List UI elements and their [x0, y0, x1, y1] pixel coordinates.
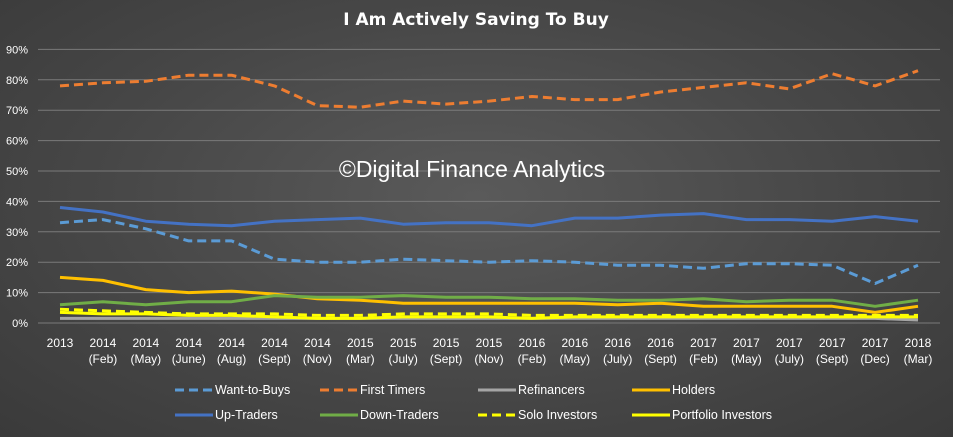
series-line	[59, 310, 918, 320]
x-tick-label: (May)	[731, 352, 762, 366]
x-tick-label: 2018	[905, 336, 932, 350]
gridlines	[38, 48, 940, 324]
y-axis: 0% 10% 20% 30% 40% 50% 60% 70% 80% 90%	[6, 44, 28, 330]
x-tick-label: 2014	[304, 336, 331, 350]
x-tick-label: 2016	[561, 336, 588, 350]
x-tick-label: (Feb)	[689, 352, 718, 366]
x-tick-label: 2017	[819, 336, 846, 350]
y-tick-label: 10%	[6, 288, 28, 300]
x-tick-label: (Mar)	[346, 352, 375, 366]
x-tick-label: (June)	[172, 352, 206, 366]
x-tick-label: (Nov)	[474, 352, 503, 366]
series-line	[60, 316, 919, 322]
x-tick-label: 2016	[519, 336, 546, 350]
x-tick-label: (May)	[559, 352, 590, 366]
x-tick-label: (Sept)	[644, 352, 677, 366]
x-tick-label: (July)	[389, 352, 418, 366]
legend: Want-to-Buys First Timers Refinancers Holde…	[175, 383, 772, 422]
x-tick-label: (Feb)	[518, 352, 547, 366]
legend-label: Want-to-Buys	[215, 383, 290, 397]
legend-label: Holders	[672, 383, 715, 397]
x-tick-label: (July)	[775, 352, 804, 366]
y-tick-label: 20%	[6, 257, 28, 269]
x-tick-label: (May)	[130, 352, 161, 366]
x-tick-label: 2014	[90, 336, 117, 350]
y-tick-label: 30%	[6, 227, 28, 239]
y-tick-label: 50%	[6, 166, 28, 178]
x-tick-label: (Dec)	[860, 352, 889, 366]
x-tick-label: (Nov)	[303, 352, 332, 366]
x-tick-label: 2014	[218, 336, 245, 350]
legend-label: Portfolio Investors	[672, 408, 772, 422]
x-tick-label: (Aug)	[217, 352, 246, 366]
x-tick-label: 2014	[132, 336, 159, 350]
legend-label: Up-Traders	[215, 408, 278, 422]
x-tick-label: 2014	[261, 336, 288, 350]
x-tick-label: (Sept)	[816, 352, 849, 366]
x-tick-label: (Mar)	[904, 352, 933, 366]
y-tick-label: 90%	[6, 44, 28, 56]
series-line	[59, 69, 919, 109]
legend-label: Down-Traders	[360, 408, 439, 422]
y-tick-label: 70%	[6, 105, 28, 117]
legend-label: Solo Investors	[518, 408, 597, 422]
x-tick-label: 2015	[433, 336, 460, 350]
x-tick-label: 2014	[175, 336, 202, 350]
plot-area	[59, 69, 919, 322]
y-tick-label: 40%	[6, 196, 28, 208]
x-tick-label: 2017	[690, 336, 717, 350]
watermark: ©Digital Finance Analytics	[339, 156, 605, 182]
x-tick-label: 2015	[476, 336, 503, 350]
x-tick-label: (July)	[603, 352, 632, 366]
legend-label: First Timers	[360, 383, 425, 397]
x-tick-label: (Sept)	[258, 352, 291, 366]
x-tick-label: 2016	[604, 336, 631, 350]
x-tick-label: 2013	[47, 336, 74, 350]
x-axis: 2013 2014 (Feb) 2014 (May) 2014 (June) 2014 (Aug…	[47, 336, 933, 366]
x-tick-label: 2017	[862, 336, 889, 350]
y-tick-label: 60%	[6, 136, 28, 148]
series-line	[59, 206, 919, 228]
y-tick-label: 80%	[6, 75, 28, 87]
legend-label: Refinancers	[518, 383, 585, 397]
chart-title: I Am Actively Saving To Buy	[343, 10, 609, 30]
x-tick-label: (Sept)	[430, 352, 463, 366]
y-tick-label: 0%	[12, 318, 28, 330]
x-tick-label: 2015	[390, 336, 417, 350]
series-line	[59, 294, 919, 308]
x-tick-label: 2015	[347, 336, 374, 350]
series-line	[59, 275, 919, 314]
x-tick-label: 2017	[733, 336, 760, 350]
x-tick-label: 2017	[776, 336, 803, 350]
x-tick-label: (Feb)	[89, 352, 118, 366]
x-tick-label: 2016	[647, 336, 674, 350]
series-line	[59, 218, 919, 285]
